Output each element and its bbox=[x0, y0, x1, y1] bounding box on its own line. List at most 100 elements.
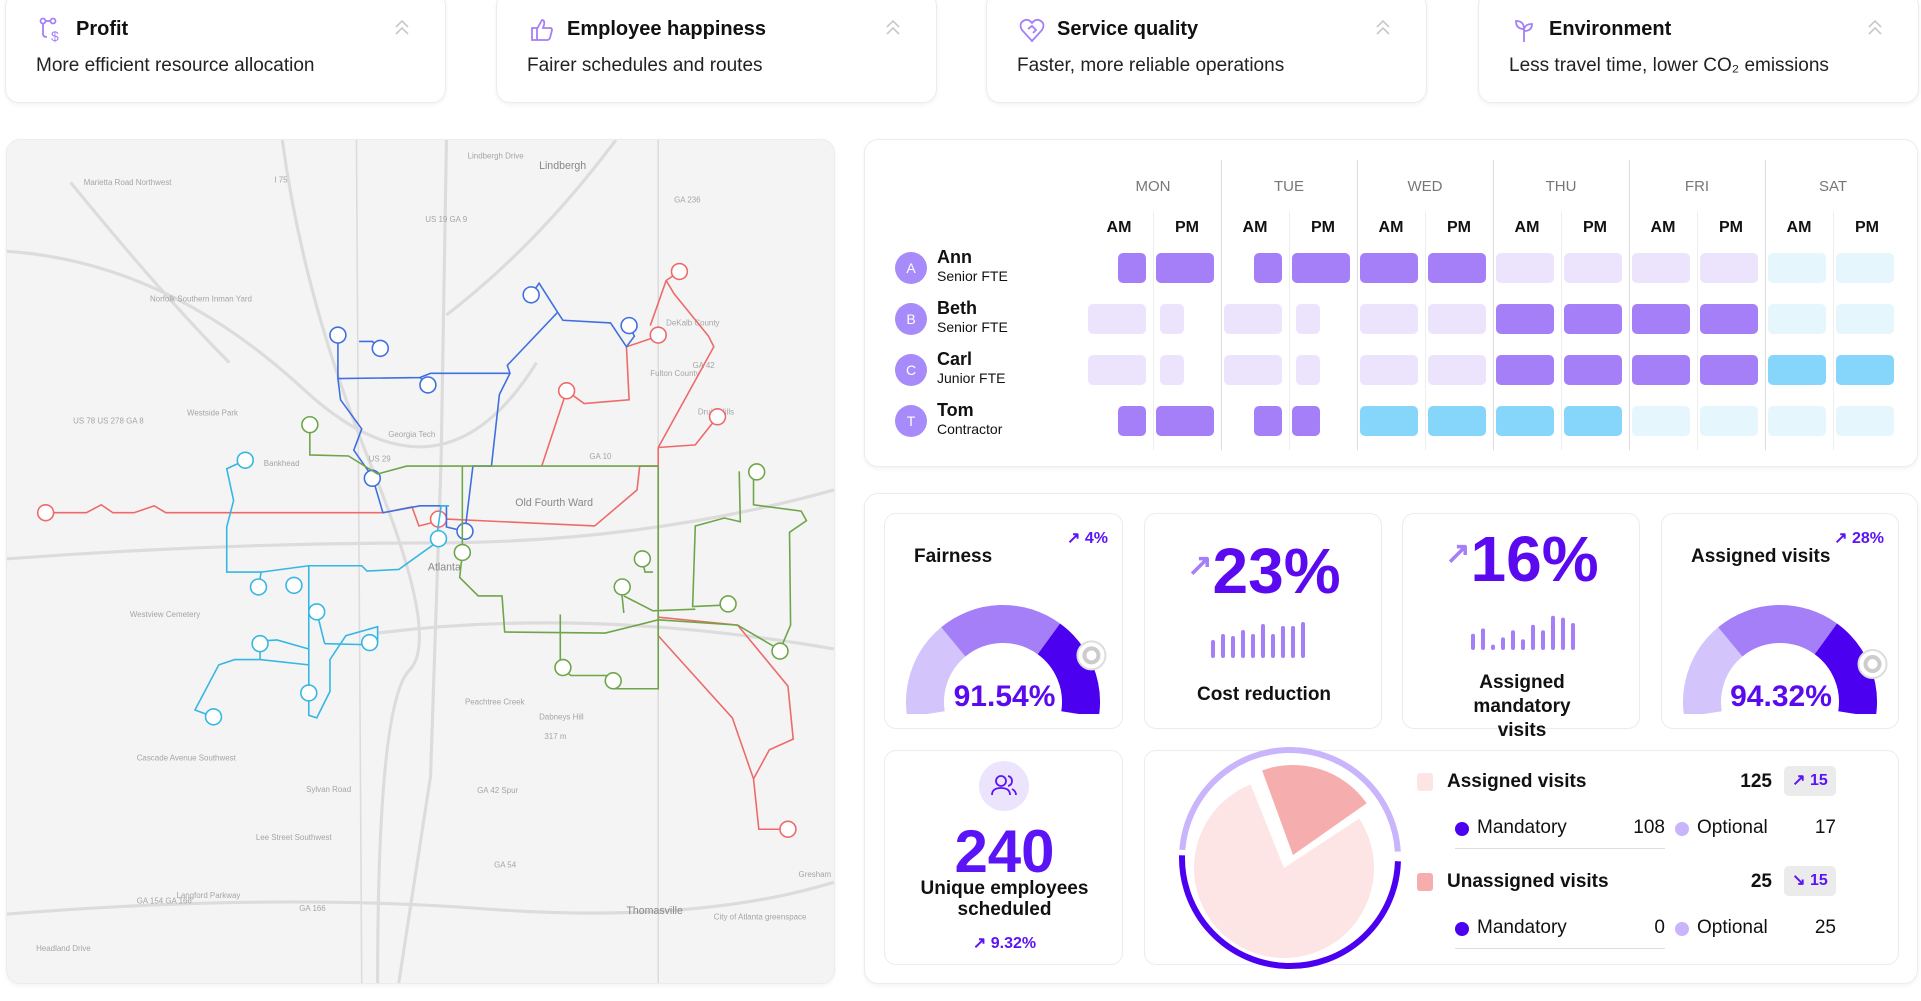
schedule-slot[interactable] bbox=[1836, 406, 1894, 436]
route-segment[interactable] bbox=[337, 281, 559, 533]
visit-stop-marker[interactable] bbox=[429, 529, 448, 548]
route-segment[interactable] bbox=[193, 643, 261, 718]
visit-stop-marker[interactable] bbox=[670, 262, 689, 281]
route-blue[interactable] bbox=[329, 281, 638, 541]
schedule-slot[interactable] bbox=[1632, 406, 1690, 436]
chevron-double-up-icon[interactable] bbox=[393, 17, 411, 37]
visit-stop-marker[interactable] bbox=[360, 633, 379, 652]
visit-stop-marker[interactable] bbox=[249, 578, 268, 596]
visit-stop-marker[interactable] bbox=[554, 658, 572, 677]
route-segment[interactable] bbox=[458, 472, 808, 652]
chevron-double-up-icon[interactable] bbox=[1374, 17, 1392, 37]
schedule-slot[interactable] bbox=[1088, 355, 1146, 385]
schedule-slot[interactable] bbox=[1360, 355, 1418, 385]
schedule-slot[interactable] bbox=[1156, 406, 1214, 436]
visit-stop-marker[interactable] bbox=[371, 339, 389, 358]
route-segment[interactable] bbox=[309, 424, 660, 690]
visit-stop-marker[interactable] bbox=[708, 408, 727, 426]
schedule-slot[interactable] bbox=[1632, 355, 1690, 385]
schedule-slot[interactable] bbox=[1160, 355, 1184, 385]
visit-stop-marker[interactable] bbox=[419, 376, 437, 394]
visit-stop-marker[interactable] bbox=[300, 684, 318, 702]
benefit-card-service-quality[interactable]: Service quality Faster, more reliable op… bbox=[986, 0, 1427, 103]
route-segment[interactable] bbox=[623, 595, 696, 612]
route-segment[interactable] bbox=[45, 465, 659, 527]
route-segment[interactable] bbox=[691, 471, 742, 608]
visit-stop-marker[interactable] bbox=[204, 708, 223, 726]
schedule-slot[interactable] bbox=[1564, 355, 1622, 385]
visit-stop-marker[interactable] bbox=[285, 576, 303, 595]
schedule-slot[interactable] bbox=[1564, 304, 1622, 334]
schedule-slot[interactable] bbox=[1428, 304, 1486, 334]
schedule-slot[interactable] bbox=[1700, 406, 1758, 436]
visit-stop-marker[interactable] bbox=[557, 382, 576, 400]
route-segment[interactable] bbox=[658, 416, 719, 449]
schedule-slot[interactable] bbox=[1496, 355, 1554, 385]
benefit-card-profit[interactable]: $ Profit More efficient resource allocat… bbox=[5, 0, 446, 103]
schedule-slot[interactable] bbox=[1292, 253, 1350, 283]
schedule-slot[interactable] bbox=[1632, 253, 1690, 283]
visit-stop-marker[interactable] bbox=[301, 415, 319, 434]
route-segment[interactable] bbox=[261, 505, 450, 573]
visit-stop-marker[interactable] bbox=[613, 578, 631, 596]
schedule-slot[interactable] bbox=[1254, 253, 1282, 283]
schedule-slot[interactable] bbox=[1360, 253, 1418, 283]
route-segment[interactable] bbox=[658, 616, 795, 780]
route-segment[interactable] bbox=[307, 565, 379, 719]
visit-stop-marker[interactable] bbox=[236, 451, 254, 469]
schedule-slot[interactable] bbox=[1836, 253, 1894, 283]
schedule-slot[interactable] bbox=[1836, 355, 1894, 385]
route-map[interactable]: Lindbergh Old Fourth Ward Atlanta Peachtree… bbox=[6, 139, 835, 984]
visit-stop-marker[interactable] bbox=[604, 672, 622, 690]
schedule-slot[interactable] bbox=[1428, 406, 1486, 436]
schedule-slot[interactable] bbox=[1496, 406, 1554, 436]
schedule-slot[interactable] bbox=[1564, 253, 1622, 283]
schedule-slot[interactable] bbox=[1296, 355, 1320, 385]
visit-stop-marker[interactable] bbox=[771, 642, 789, 660]
route-segment[interactable] bbox=[657, 280, 715, 448]
schedule-slot[interactable] bbox=[1496, 253, 1554, 283]
schedule-slot[interactable] bbox=[1836, 304, 1894, 334]
schedule-slot[interactable] bbox=[1700, 253, 1758, 283]
route-segment[interactable] bbox=[649, 270, 680, 326]
visit-stop-marker[interactable] bbox=[36, 503, 55, 522]
visit-stop-marker[interactable] bbox=[649, 326, 667, 344]
schedule-slot[interactable] bbox=[1254, 406, 1282, 436]
schedule-slot[interactable] bbox=[1700, 304, 1758, 334]
visit-stop-marker[interactable] bbox=[633, 550, 652, 568]
schedule-slot[interactable] bbox=[1224, 304, 1282, 334]
schedule-slot[interactable] bbox=[1768, 406, 1826, 436]
schedule-slot[interactable] bbox=[1292, 406, 1320, 436]
route-segment[interactable] bbox=[259, 658, 309, 666]
schedule-slot[interactable] bbox=[1632, 304, 1690, 334]
visit-stop-marker[interactable] bbox=[363, 469, 382, 488]
schedule-slot[interactable] bbox=[1160, 304, 1184, 334]
schedule-slot[interactable] bbox=[1700, 355, 1758, 385]
route-segment[interactable] bbox=[540, 335, 659, 467]
visit-stop-marker[interactable] bbox=[251, 634, 269, 653]
schedule-slot[interactable] bbox=[1428, 355, 1486, 385]
schedule-slot[interactable] bbox=[1768, 253, 1826, 283]
visit-stop-marker[interactable] bbox=[307, 603, 326, 621]
map-canvas[interactable]: Lindbergh Old Fourth Ward Atlanta Peachtree… bbox=[7, 140, 834, 983]
schedule-slot[interactable] bbox=[1768, 355, 1826, 385]
benefit-card-environment[interactable]: Environment Less travel time, lower CO₂ … bbox=[1478, 0, 1919, 103]
visit-stop-marker[interactable] bbox=[747, 463, 766, 481]
schedule-slot[interactable] bbox=[1224, 355, 1282, 385]
schedule-slot[interactable] bbox=[1088, 304, 1146, 334]
route-segment[interactable] bbox=[556, 311, 636, 349]
schedule-slot[interactable] bbox=[1296, 304, 1320, 334]
visit-stop-marker[interactable] bbox=[453, 543, 472, 562]
schedule-slot[interactable] bbox=[1360, 406, 1418, 436]
route-segment[interactable] bbox=[225, 459, 263, 588]
chevron-double-up-icon[interactable] bbox=[1866, 17, 1884, 37]
visit-stop-marker[interactable] bbox=[329, 326, 347, 344]
schedule-slot[interactable] bbox=[1360, 304, 1418, 334]
visit-stop-marker[interactable] bbox=[779, 820, 797, 838]
schedule-slot[interactable] bbox=[1156, 253, 1214, 283]
benefit-card-employee-happiness[interactable]: Employee happiness Fairer schedules and … bbox=[496, 0, 937, 103]
schedule-slot[interactable] bbox=[1768, 304, 1826, 334]
route-segment[interactable] bbox=[337, 372, 510, 380]
schedule-slot[interactable] bbox=[1564, 406, 1622, 436]
chevron-double-up-icon[interactable] bbox=[884, 17, 902, 37]
